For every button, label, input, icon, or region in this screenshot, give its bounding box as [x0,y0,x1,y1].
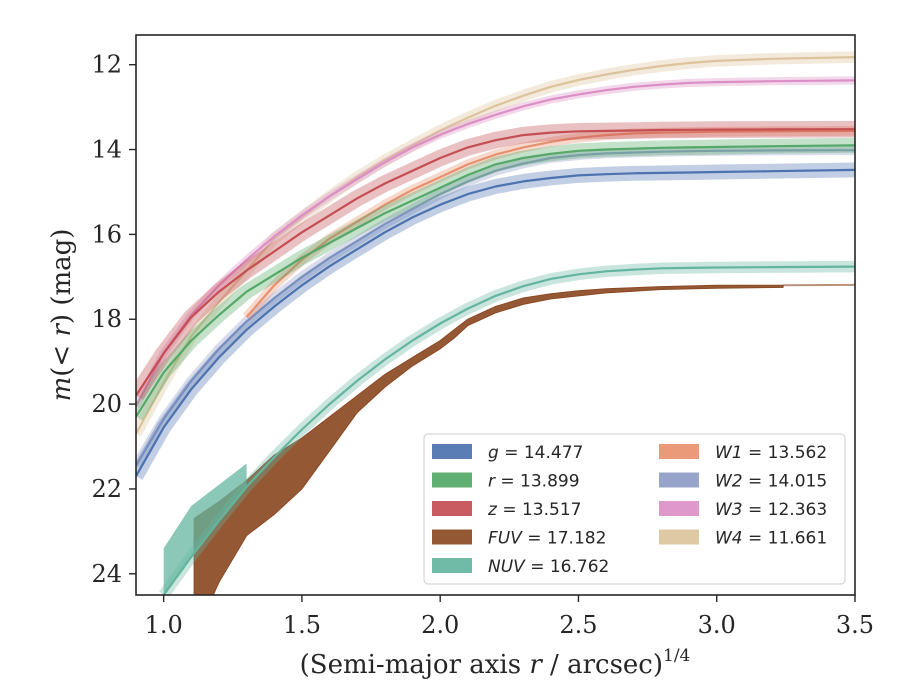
x-tick-label: 2.5 [559,611,597,639]
x-axis-title-var: r [529,650,543,680]
legend-label-w1: W1 = 13.562 [715,443,827,463]
x-axis-title-tail: / arcsec) [542,650,663,680]
series-w2-line [136,149,855,467]
y-axis-title-tail: ) (mag) [47,229,77,325]
y-tick-label: 22 [91,475,122,503]
legend-swatch-w3 [659,501,699,516]
x-axis-title-main: (Semi-major axis [300,650,530,680]
y-tick-label: 18 [91,305,122,333]
y-tick-label: 20 [91,390,122,418]
legend-var: W3 [715,500,743,520]
y-tick-label: 14 [91,136,122,164]
y-axis-title: m(< r) (mag) [47,229,77,402]
x-axis-ticks: 1.0 1.5 2.0 2.5 3.0 3.5 [145,595,874,639]
y-axis-title-r: r [47,323,77,337]
legend-value: = 16.762 [525,557,610,577]
legend-label-w3: W3 = 12.363 [715,500,827,520]
legend-label-fuv: FUV = 17.182 [488,529,606,549]
legend-swatch-r [432,472,472,488]
legend-var: W1 [715,443,743,463]
legend-label-w2: W2 = 14.015 [715,472,827,492]
series-layer [136,51,855,595]
x-tick-label: 1.0 [145,611,183,639]
series-w3-line [136,79,855,407]
legend-value: = 11.661 [743,529,828,549]
series-r-line [136,144,855,418]
legend-frame [423,433,846,585]
legend-var: FUV [488,529,523,549]
legend-value: = 13.899 [495,472,580,492]
legend-swatch-w1 [659,444,699,459]
legend-value: = 12.363 [743,500,828,520]
legend-var: W2 [715,472,743,492]
legend-label-w4: W4 = 11.661 [715,529,827,549]
legend-var: W4 [715,529,743,549]
legend-label-z: z = 13.517 [487,500,581,520]
legend-label-nuv: NUV = 16.762 [488,557,609,577]
series-g-line [136,168,855,477]
x-axis-title-sup: 1/4 [663,646,690,666]
legend-swatch-g [432,444,472,459]
legend-label-r: r = 13.899 [488,472,580,492]
x-axis-title: (Semi-major axis r / arcsec)1/4 [300,646,691,680]
legend-value: = 13.562 [743,443,828,463]
x-tick-label: 1.5 [283,611,321,639]
plot-frame [135,34,856,596]
y-tick-label: 16 [91,220,122,248]
y-tick-label: 12 [91,51,122,79]
series-w4-line [136,56,855,435]
series-nuv-inner-band [163,463,247,595]
legend-var: NUV [488,557,526,577]
legend-value: = 14.477 [499,443,584,463]
legend-var: r [488,472,496,492]
legend-var: z [487,500,498,520]
y-axis-title-m: m [47,377,77,402]
y-tick-label: 24 [91,560,122,588]
series-nuv-line [162,265,855,595]
legend-swatch-w2 [659,472,699,488]
series-fuv-band [193,284,784,595]
legend-value: = 17.182 [522,529,607,549]
legend-value: = 14.015 [743,472,828,492]
series-z-line [136,128,855,397]
series-w1-line [245,129,855,318]
legend-swatch-nuv [432,558,472,573]
y-axis-ticks: 12 14 16 18 20 22 24 [91,51,136,588]
x-tick-label: 2.0 [421,611,459,639]
legend-swatch-z [432,501,472,516]
legend-swatch-w4 [659,529,699,545]
legend-value: = 13.517 [497,500,582,520]
legend-label-g: g = 14.477 [488,443,583,463]
legend-var: g [488,443,499,463]
x-tick-label: 3.0 [698,611,736,639]
x-tick-label: 3.5 [836,611,874,639]
y-axis-title-mid: (< [47,337,77,377]
legend-swatch-fuv [432,529,472,545]
